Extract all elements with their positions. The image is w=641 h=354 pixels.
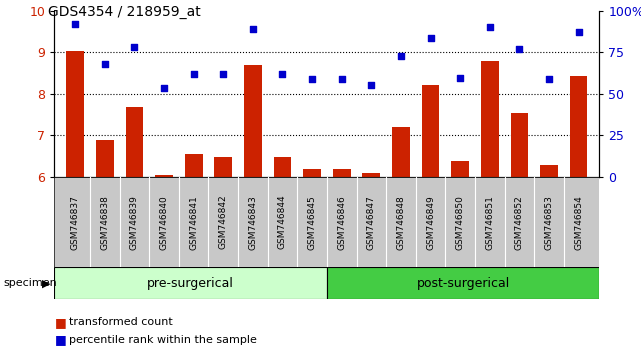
Bar [214,157,232,177]
Text: GSM746849: GSM746849 [426,195,435,250]
Text: GSM746852: GSM746852 [515,195,524,250]
Point [159,85,169,90]
Text: ■: ■ [54,316,66,329]
Point [485,24,495,30]
Bar [392,127,410,177]
Bar [422,86,440,177]
Text: specimen: specimen [3,278,57,288]
Point [574,29,584,35]
Point [337,76,347,82]
Bar [362,173,380,177]
Text: GSM746854: GSM746854 [574,195,583,250]
Point [278,71,288,77]
Text: pre-surgerical: pre-surgerical [147,277,234,290]
Text: GSM746853: GSM746853 [544,195,553,250]
Text: post-surgerical: post-surgerical [417,277,510,290]
Point [395,53,406,59]
Text: transformed count: transformed count [69,317,172,327]
Text: GSM746837: GSM746837 [71,195,79,250]
Bar [570,76,588,177]
Point [248,27,258,32]
Text: GSM746844: GSM746844 [278,195,287,250]
Bar [155,175,173,177]
Text: GSM746838: GSM746838 [101,195,110,250]
Point [129,44,140,50]
Bar [451,161,469,177]
Bar [327,267,599,299]
Bar [303,169,321,177]
Text: ▶: ▶ [42,278,50,288]
Point [70,21,80,27]
Bar [185,154,203,177]
Text: ■: ■ [54,333,66,346]
Text: GSM746842: GSM746842 [219,195,228,250]
Bar [54,177,599,267]
Point [100,61,110,67]
Text: GSM746850: GSM746850 [456,195,465,250]
Bar [274,157,292,177]
Bar [126,107,144,177]
Point [544,76,554,82]
Point [426,35,436,40]
Bar [540,165,558,177]
Text: GSM746846: GSM746846 [337,195,346,250]
Text: GSM746843: GSM746843 [248,195,258,250]
Bar [244,65,262,177]
Text: GDS4354 / 218959_at: GDS4354 / 218959_at [48,5,201,19]
Text: GSM746845: GSM746845 [308,195,317,250]
Text: GSM746839: GSM746839 [130,195,139,250]
Point [514,46,524,52]
Point [307,76,317,82]
Bar [96,141,113,177]
Text: GSM746841: GSM746841 [189,195,198,250]
Bar [66,51,84,177]
Text: GSM746851: GSM746851 [485,195,494,250]
Point [455,75,465,81]
Text: GSM746840: GSM746840 [160,195,169,250]
Bar [54,267,327,299]
Bar [481,61,499,177]
Bar [333,169,351,177]
Point [218,71,228,77]
Bar [510,113,528,177]
Text: GSM746848: GSM746848 [396,195,406,250]
Point [188,71,199,77]
Text: GSM746847: GSM746847 [367,195,376,250]
Point [366,82,376,87]
Text: percentile rank within the sample: percentile rank within the sample [69,335,256,345]
